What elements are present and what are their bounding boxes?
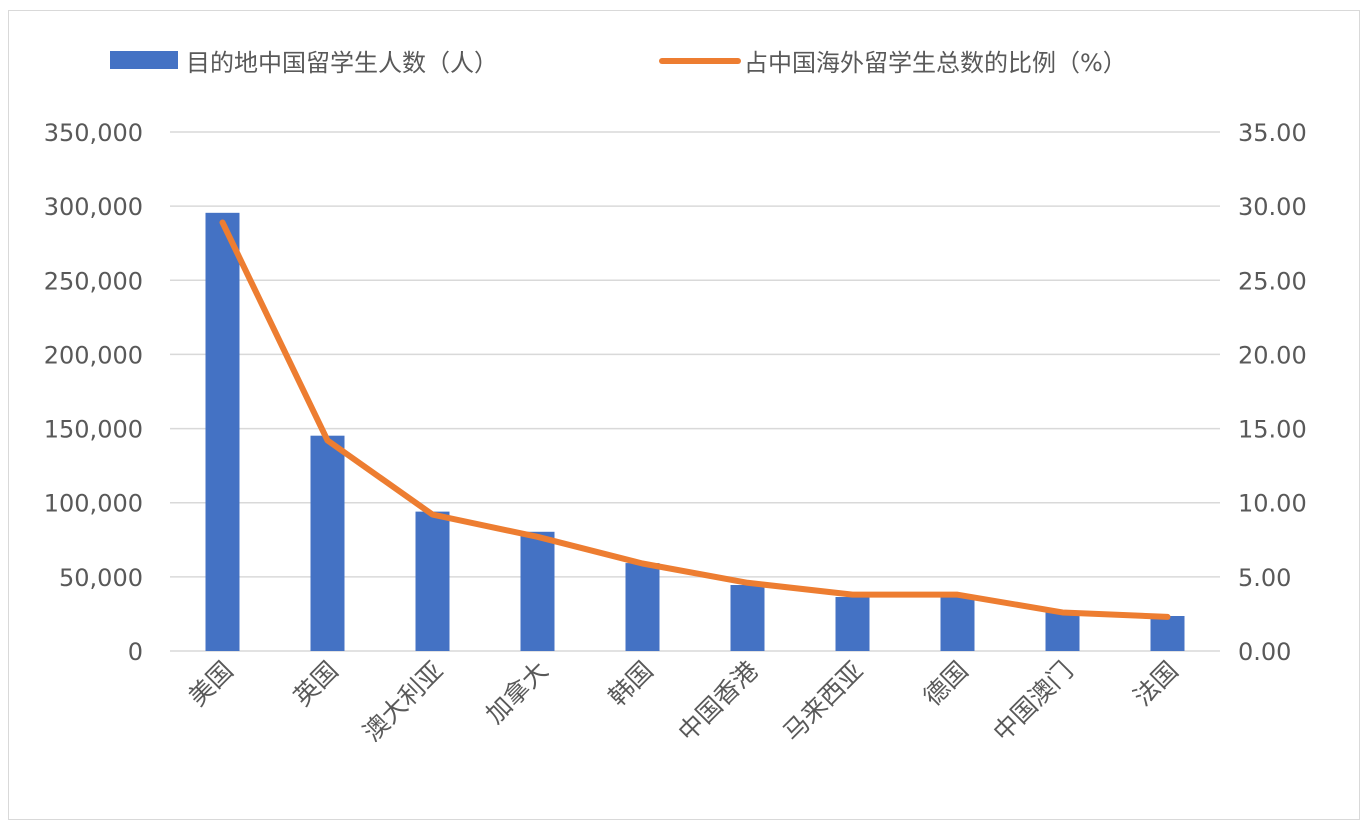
- bar: [205, 212, 240, 651]
- y-right-tick-label: 30.00: [1238, 193, 1307, 221]
- x-tick-label: 德国: [918, 656, 974, 712]
- y-right-tick-label: 0.00: [1238, 638, 1291, 666]
- bar: [835, 597, 870, 651]
- legend-bar-swatch: [110, 51, 178, 69]
- line-series: [219, 219, 1171, 620]
- x-tick-label: 美国: [183, 656, 239, 712]
- bar: [625, 563, 660, 651]
- chart-frame: [8, 10, 1360, 820]
- y-left-tick-label: 200,000: [44, 341, 143, 369]
- legend: 目的地中国留学生人数（人） 占中国海外留学生总数的比例（%）: [110, 49, 1127, 77]
- x-tick-label: 英国: [288, 656, 344, 712]
- bar: [310, 435, 345, 651]
- y-right-tick-label: 25.00: [1238, 267, 1307, 295]
- bar: [1045, 612, 1080, 651]
- y-right-tick-label: 35.00: [1238, 119, 1307, 147]
- y-right-tick-label: 5.00: [1238, 564, 1291, 592]
- y-right-tick-label: 15.00: [1238, 416, 1307, 444]
- legend-line-label: 占中国海外留学生总数的比例（%）: [744, 49, 1127, 77]
- y-left-tick-label: 0: [128, 638, 143, 666]
- x-tick-label: 中国澳门: [988, 656, 1079, 747]
- y-left-tick-label: 150,000: [44, 416, 143, 444]
- legend-bar-label: 目的地中国留学生人数（人）: [186, 49, 498, 77]
- x-tick-label: 加拿大: [480, 656, 554, 730]
- x-tick-label: 法国: [1128, 656, 1184, 712]
- bar: [730, 585, 765, 651]
- y-right-tick-label: 10.00: [1238, 490, 1307, 518]
- bar: [415, 511, 450, 651]
- x-tick-label: 澳大利亚: [358, 656, 449, 747]
- y-left-tick-label: 250,000: [44, 267, 143, 295]
- y-right-tick-label: 20.00: [1238, 341, 1307, 369]
- x-tick-label: 韩国: [603, 656, 659, 712]
- bar: [1150, 616, 1185, 651]
- y-left-tick-label: 100,000: [44, 490, 143, 518]
- x-tick-label: 马来西亚: [778, 656, 869, 747]
- y-left-tick-label: 50,000: [59, 564, 143, 592]
- x-tick-label: 中国香港: [673, 656, 764, 747]
- y-left-tick-label: 300,000: [44, 193, 143, 221]
- y-left-tick-label: 350,000: [44, 119, 143, 147]
- bar: [940, 597, 975, 651]
- bar: [520, 531, 555, 651]
